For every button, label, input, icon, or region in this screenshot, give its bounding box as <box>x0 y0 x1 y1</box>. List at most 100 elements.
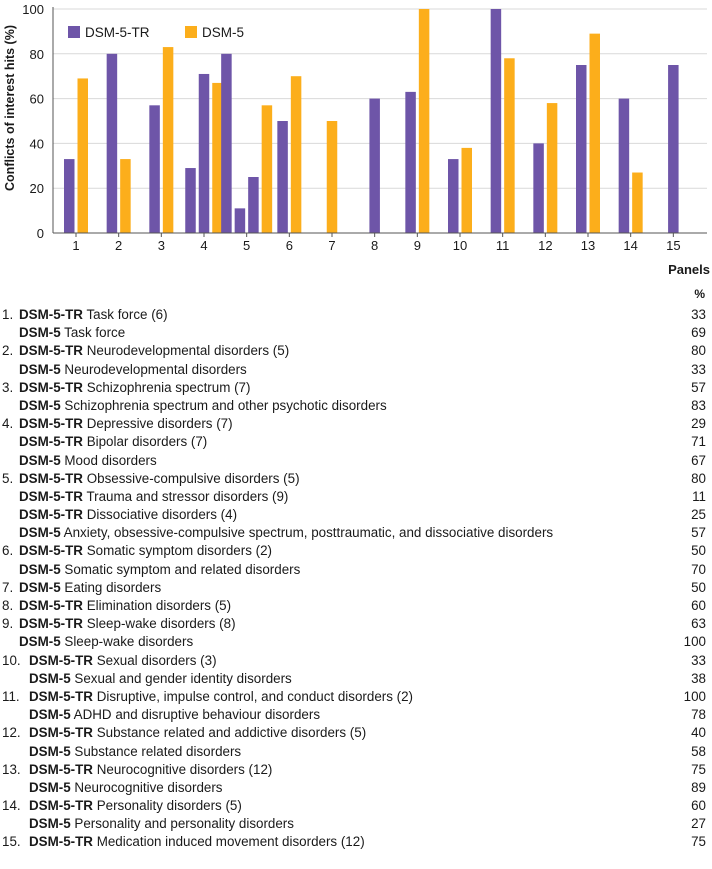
panel-name: Anxiety, obsessive-compulsive spectrum, … <box>60 525 554 541</box>
table-row: DSM-5 ADHD and disruptive behaviour diso… <box>0 706 712 724</box>
x-tick-label: 6 <box>286 238 293 253</box>
panel-name: Sexual disorders (3) <box>92 652 217 668</box>
bar-panel-11-dsm-5 <box>504 58 515 233</box>
bar-panel-5-dsm-5-tr <box>234 208 246 233</box>
x-tick-label: 4 <box>200 238 207 253</box>
manual-version: DSM-5 <box>19 452 61 468</box>
percent-value: 63 <box>691 616 706 632</box>
x-tick-label: 13 <box>581 238 595 253</box>
panel-name: Substance related disorders <box>70 743 242 759</box>
percent-value: 29 <box>691 416 706 432</box>
axes <box>52 7 707 234</box>
x-tick-label: 14 <box>623 238 637 253</box>
panel-name: Dissociative disorders (4) <box>82 507 238 523</box>
manual-version: DSM-5 <box>19 397 61 413</box>
panel-description: DSM-5-TR Sleep-wake disorders (8) <box>19 615 236 633</box>
legend-swatch-dsm-5 <box>185 26 197 38</box>
panel-number: 10. <box>2 652 21 668</box>
bar-panel-14-dsm-5 <box>632 172 643 233</box>
bar-panel-9-dsm-5 <box>418 9 430 233</box>
panel-description: DSM-5 Sleep-wake disorders <box>19 633 193 651</box>
panel-description: DSM-5-TR Personality disorders (5) <box>29 797 242 815</box>
bar-panel-4-dsm-5-tr <box>198 73 210 234</box>
manual-version: DSM-5 <box>19 325 61 341</box>
bar-panel-5-dsm-5 <box>261 105 273 233</box>
panel-description: DSM-5 Neurodevelopmental disorders <box>19 361 247 379</box>
bar-panel-5-dsm-5-tr <box>221 53 232 233</box>
table-row: 2. DSM-5-TR Neurodevelopmental disorders … <box>0 342 712 360</box>
y-tick-label: 40 <box>30 136 44 151</box>
y-axis-label: Conflicts of interest hits (%) <box>3 25 17 191</box>
legend-swatch-dsm-5-tr <box>68 26 80 38</box>
panel-number: 14. <box>2 798 21 814</box>
panel-description: DSM-5-TR Trauma and stressor disorders (… <box>19 488 288 506</box>
manual-version: DSM-5-TR <box>29 652 93 668</box>
percent-value: 38 <box>691 670 706 686</box>
table-row: 5. DSM-5-TR Obsessive-compulsive disorder… <box>0 470 712 488</box>
bar-panel-4-dsm-5 <box>212 82 223 233</box>
panel-description: DSM-5 Eating disorders <box>19 579 161 597</box>
y-tick-label: 0 <box>37 226 44 241</box>
manual-version: DSM-5-TR <box>19 470 83 486</box>
x-tick-label: 5 <box>243 238 250 253</box>
bar-panel-10-dsm-5 <box>461 147 472 233</box>
manual-version: DSM-5-TR <box>19 507 83 523</box>
panel-number: 5. <box>2 470 14 486</box>
panel-table: 1. DSM-5-TR Task force (6) 33 DSM-5 Task fo… <box>0 306 712 852</box>
table-row: DSM-5 Somatic symptom and related disord… <box>0 561 712 579</box>
table-row: DSM-5-TR Dissociative disorders (4) 25 <box>0 506 712 524</box>
panel-name: Elimination disorders (5) <box>82 598 232 613</box>
manual-version: DSM-5-TR <box>29 798 93 814</box>
bar-panel-8-dsm-5-tr <box>369 98 380 233</box>
manual-version: DSM-5-TR <box>29 834 93 850</box>
table-row: 10. DSM-5-TR Sexual disorders (3) 33 <box>0 652 712 670</box>
panel-name: Neurodevelopmental disorders <box>60 361 247 377</box>
bar-panel-1-dsm-5 <box>77 78 88 233</box>
table-row: 9. DSM-5-TR Sleep-wake disorders (8) 63 <box>0 615 712 633</box>
panel-description: DSM-5-TR Disruptive, impulse control, an… <box>29 688 413 706</box>
table-row: DSM-5 Mood disorders 67 <box>0 452 712 470</box>
table-row: 7. DSM-5 Eating disorders 50 <box>0 579 712 597</box>
manual-version: DSM-5-TR <box>29 688 93 704</box>
bar-panel-15-dsm-5-tr <box>668 65 679 233</box>
percent-value: 33 <box>691 361 706 377</box>
manual-version: DSM-5-TR <box>19 343 83 359</box>
panel-name: Disruptive, impulse control, and conduct… <box>92 688 414 704</box>
percent-value: 100 <box>683 688 706 704</box>
panel-name: Eating disorders <box>60 579 162 595</box>
table-row: DSM-5 Sexual and gender identity disorde… <box>0 670 712 688</box>
x-axis-label: Panels <box>668 262 710 277</box>
panel-description: DSM-5 Personality and personality disord… <box>29 815 294 833</box>
manual-version: DSM-5-TR <box>19 616 83 632</box>
panel-number: 11. <box>2 688 20 704</box>
panel-description: DSM-5 Substance related disorders <box>29 743 241 761</box>
manual-version: DSM-5 <box>29 779 71 795</box>
table-row: 3. DSM-5-TR Schizophrenia spectrum (7) 57 <box>0 379 712 397</box>
table-row: 11. DSM-5-TR Disruptive, impulse control,… <box>0 688 712 706</box>
bar-panel-5-dsm-5-tr <box>248 177 259 233</box>
percent-value: 60 <box>691 798 706 814</box>
panel-name: Obsessive-compulsive disorders (5) <box>82 470 300 486</box>
panel-number: 12. <box>2 725 21 741</box>
manual-version: DSM-5-TR <box>19 416 83 432</box>
table-row: 13. DSM-5-TR Neurocognitive disorders (12… <box>0 761 712 779</box>
panel-description: DSM-5-TR Medication induced movement dis… <box>29 833 365 851</box>
manual-version: DSM-5 <box>29 707 71 723</box>
table-row: DSM-5 Neurocognitive disorders 89 <box>0 779 712 797</box>
panel-description: DSM-5-TR Depressive disorders (7) <box>19 415 233 433</box>
percent-value: 100 <box>683 634 706 650</box>
x-tick-label: 10 <box>453 238 467 253</box>
panel-number: 3. <box>2 379 14 395</box>
legend-label-dsm-5: DSM-5 <box>202 25 244 40</box>
x-tick-label: 8 <box>371 238 378 253</box>
manual-version: DSM-5-TR <box>19 307 83 322</box>
panel-description: DSM-5 Neurocognitive disorders <box>29 779 223 797</box>
panel-description: DSM-5-TR Bipolar disorders (7) <box>19 433 207 451</box>
panel-description: DSM-5-TR Elimination disorders (5) <box>19 597 231 615</box>
manual-version: DSM-5 <box>19 361 61 377</box>
percent-value: 60 <box>691 598 706 613</box>
x-tick-label: 2 <box>115 238 122 253</box>
panel-number: 6. <box>2 543 14 559</box>
panel-name: Neurocognitive disorders (12) <box>92 761 273 777</box>
table-row: DSM-5 Sleep-wake disorders 100 <box>0 633 712 651</box>
